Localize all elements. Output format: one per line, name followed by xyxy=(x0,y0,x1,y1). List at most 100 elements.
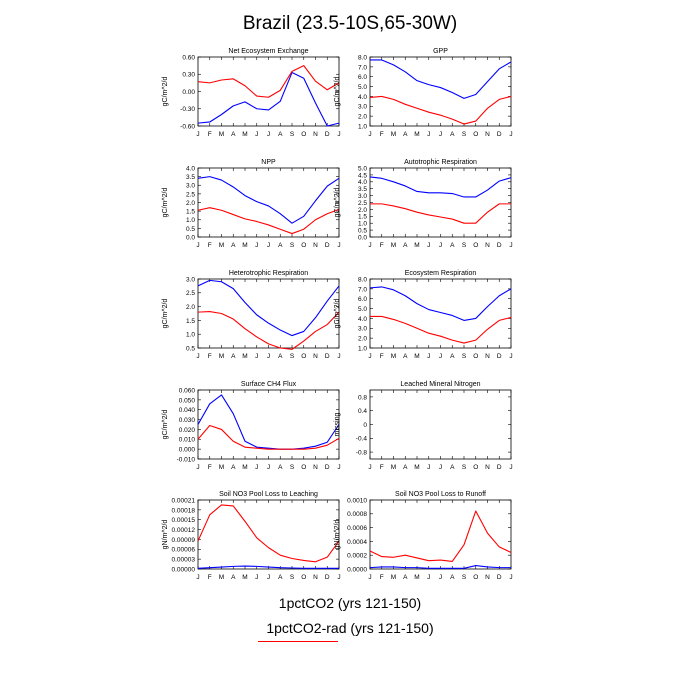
x-tick-label: J xyxy=(509,574,512,581)
x-tick-label: M xyxy=(219,242,224,249)
x-tick-label: J xyxy=(196,464,199,471)
y-tick-label: -0.8 xyxy=(356,450,368,457)
x-tick-label: N xyxy=(485,242,490,249)
x-tick-label: S xyxy=(462,242,467,249)
y-tick-label: 1.5 xyxy=(358,214,367,221)
x-tick-label: M xyxy=(219,464,224,471)
legend-label-2: 1pctCO2-rad (yrs 121-150) xyxy=(266,620,434,636)
x-tick-label: A xyxy=(231,353,236,360)
x-tick-label: F xyxy=(380,353,384,360)
x-tick-label: M xyxy=(391,242,396,249)
y-tick-label: 1.5 xyxy=(186,318,195,325)
x-tick-label: J xyxy=(509,242,512,249)
series-line-red xyxy=(197,424,340,450)
chart-panel-6: Ecosystem Respiration gC/m^2/d 1.0 2.0 3.0 4.… xyxy=(334,270,513,360)
y-tick-label: 1.0 xyxy=(358,221,367,228)
x-tick-label: M xyxy=(219,574,224,581)
x-tick-label: J xyxy=(196,353,199,360)
x-tick-label: D xyxy=(497,353,502,360)
x-tick-label: J xyxy=(427,574,430,581)
chart-panel-1: Net Ecosystem Exchange gC/m^2/d -0.60 -0.30… xyxy=(162,48,341,138)
x-tick-label: J xyxy=(368,574,371,581)
y-tick-label: 0.020 xyxy=(179,427,196,434)
y-tick-label: 0.000 xyxy=(179,447,196,454)
y-tick-label: 3.0 xyxy=(358,193,367,200)
x-tick-label: J xyxy=(509,131,512,138)
y-tick-label: -0.4 xyxy=(356,436,368,443)
x-tick-label: J xyxy=(255,574,258,581)
x-tick-label: O xyxy=(301,574,306,581)
y-tick-label: 0.00021 xyxy=(172,497,196,504)
x-tick-label: D xyxy=(325,464,330,471)
y-tick-label: 0.0 xyxy=(186,234,195,241)
series-line-red xyxy=(197,65,340,98)
y-tick-label: 3.0 xyxy=(358,326,367,333)
x-tick-label: M xyxy=(242,464,247,471)
series-line-red xyxy=(370,315,512,344)
series-line-blue xyxy=(369,564,511,569)
x-tick-label: S xyxy=(290,574,295,581)
y-axis-label: gC/m^2/d xyxy=(162,188,169,218)
x-tick-label: D xyxy=(325,242,330,249)
y-tick-label: 4.0 xyxy=(358,179,367,186)
x-tick-label: J xyxy=(196,574,199,581)
x-tick-label: A xyxy=(278,464,283,471)
x-tick-label: D xyxy=(497,131,502,138)
x-tick-label: F xyxy=(380,131,384,138)
y-tick-label: 8.0 xyxy=(358,276,367,283)
chart-panel-4: Autotrophic Respiration gC/m^2/d 0.00.51.0… xyxy=(334,159,513,249)
x-tick-label: S xyxy=(462,131,467,138)
x-tick-label: A xyxy=(278,242,283,249)
plot-frame xyxy=(369,499,512,570)
x-tick-label: O xyxy=(473,242,478,249)
y-tick-label: 0.8 xyxy=(358,394,367,401)
x-tick-label: M xyxy=(391,574,396,581)
x-tick-label: F xyxy=(380,242,384,249)
x-tick-label: A xyxy=(403,353,408,360)
y-tick-label: 5.0 xyxy=(358,84,367,91)
y-tick-label: 1.0 xyxy=(358,345,367,352)
x-tick-label: M xyxy=(414,242,419,249)
y-tick-label: 3.0 xyxy=(186,276,195,283)
series-line-blue xyxy=(370,59,512,99)
x-tick-label: J xyxy=(368,353,371,360)
y-tick-label: 6.0 xyxy=(358,74,367,81)
x-tick-label: D xyxy=(325,353,330,360)
series-line-red xyxy=(197,207,340,235)
y-tick-label: 0.040 xyxy=(179,407,196,414)
y-tick-label: 0.00000 xyxy=(172,566,196,573)
series-line-blue xyxy=(197,176,340,224)
x-tick-label: A xyxy=(450,464,455,471)
y-tick-label: 0.010 xyxy=(179,437,196,444)
legend-swatch-red xyxy=(258,641,338,642)
x-tick-label: M xyxy=(242,574,247,581)
x-tick-label: J xyxy=(267,464,270,471)
y-tick-label: 6.0 xyxy=(358,296,367,303)
plot-frame xyxy=(369,389,512,460)
x-tick-label: J xyxy=(439,353,442,360)
y-tick-label: 1.0 xyxy=(358,123,367,130)
x-tick-label: A xyxy=(450,353,455,360)
y-axis-label: gC/m^2/d xyxy=(334,77,341,107)
x-tick-label: O xyxy=(301,242,306,249)
x-tick-label: N xyxy=(313,242,318,249)
y-tick-label: 8.0 xyxy=(358,54,367,61)
x-tick-label: J xyxy=(267,242,270,249)
x-tick-label: M xyxy=(414,353,419,360)
x-tick-label: O xyxy=(473,131,478,138)
x-tick-label: M xyxy=(391,353,396,360)
y-tick-label: 0.0008 xyxy=(347,511,367,518)
x-tick-label: M xyxy=(242,131,247,138)
x-tick-label: A xyxy=(403,464,408,471)
y-tick-label: 7.0 xyxy=(358,286,367,293)
x-tick-label: M xyxy=(242,242,247,249)
x-tick-label: F xyxy=(208,242,212,249)
panel-title: GPP xyxy=(433,48,448,55)
y-tick-label: 0.0002 xyxy=(347,553,367,560)
y-tick-label: 4.0 xyxy=(358,94,367,101)
x-tick-label: J xyxy=(267,131,270,138)
y-tick-label: 1.0 xyxy=(186,217,195,224)
x-tick-label: A xyxy=(450,131,455,138)
x-tick-label: J xyxy=(255,464,258,471)
y-tick-label: 0.030 xyxy=(179,417,196,424)
